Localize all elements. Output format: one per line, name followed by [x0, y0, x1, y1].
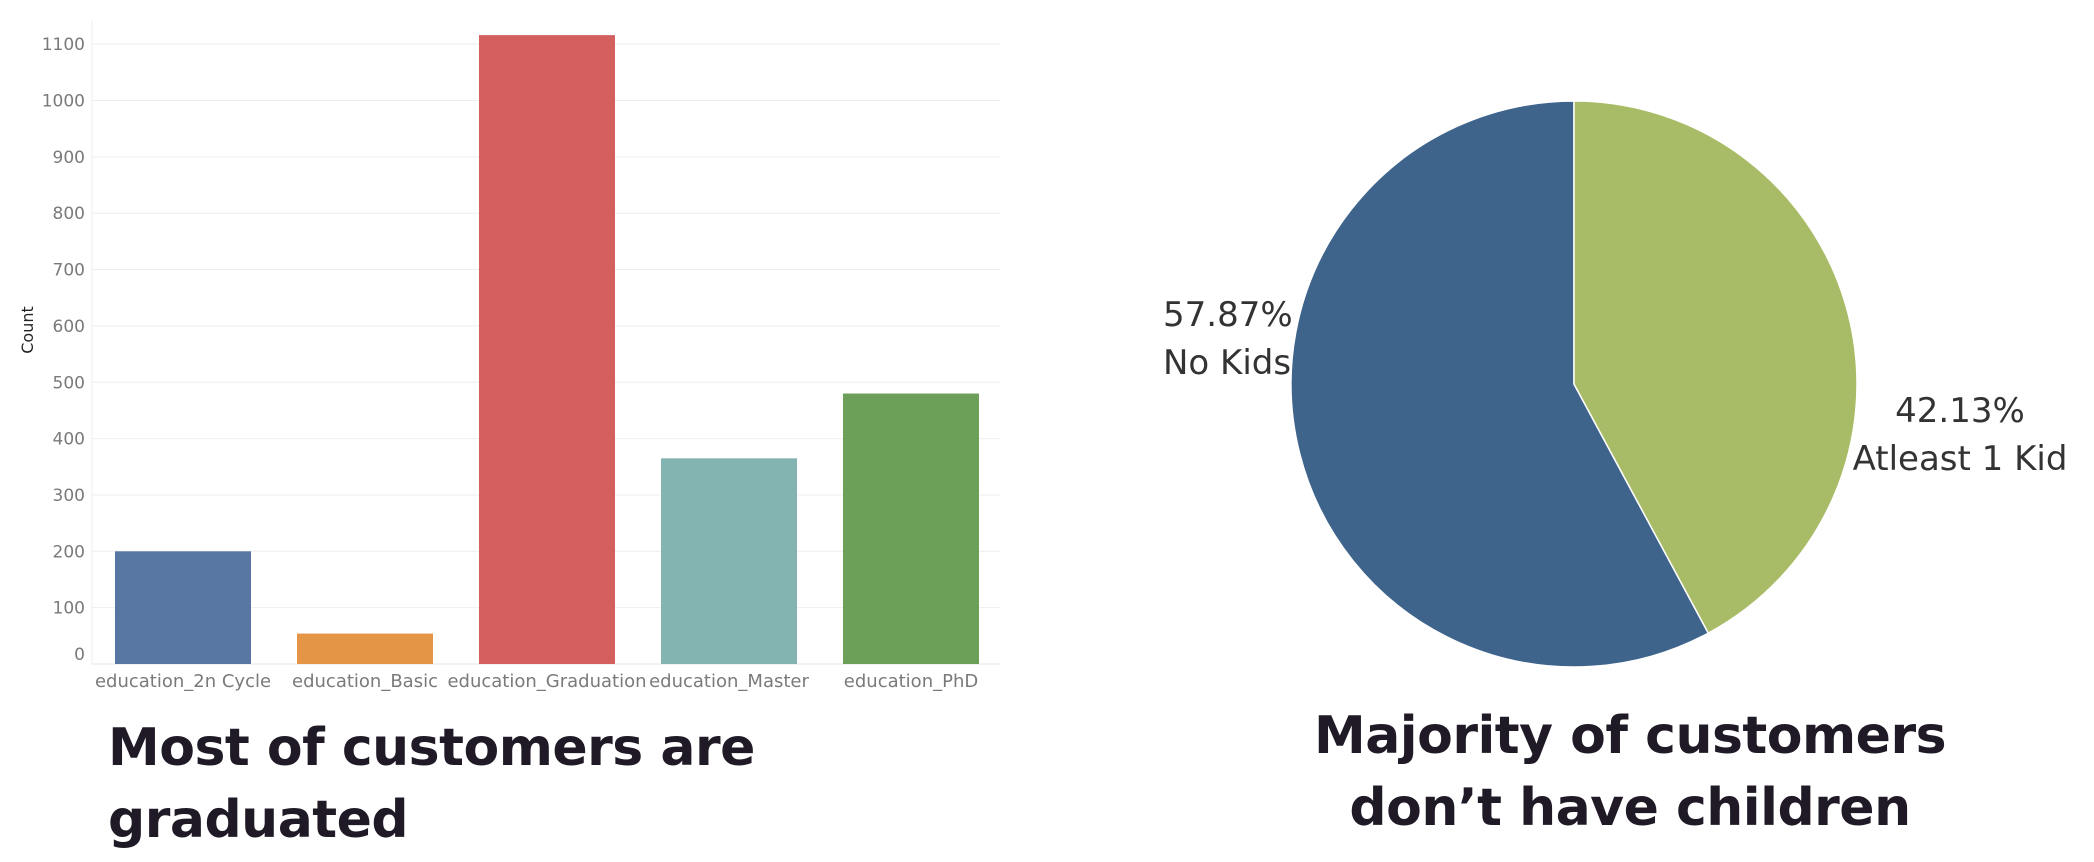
pie-label-no-kids: No Kids — [1163, 343, 1291, 383]
y-tick-label: 200 — [53, 542, 85, 562]
y-tick-label: 800 — [53, 204, 85, 224]
y-axis-ticks: 0 100 200 300 400 500 600 700 800 900 1000 1100 — [42, 35, 85, 665]
pie-chart-caption: Majority of customers don’t have childre… — [1313, 706, 1947, 838]
x-tick-label: education_Master — [649, 671, 809, 692]
y-axis-label: Count — [18, 306, 37, 354]
bar-education-graduation — [479, 35, 615, 665]
y-tick-label: 500 — [53, 373, 85, 393]
pie-label-no-kids-pct: 57.87% — [1163, 295, 1293, 335]
y-tick-label: 700 — [53, 261, 85, 281]
y-tick-label: 1100 — [42, 35, 85, 55]
y-tick-label: 900 — [53, 148, 85, 168]
bars — [115, 35, 979, 665]
x-tick-label: education_Basic — [292, 671, 438, 692]
pie-slice-no-kids — [1290, 100, 1710, 668]
x-tick-label: education_PhD — [844, 671, 978, 692]
y-tick-label: 1000 — [42, 92, 85, 112]
bar-education-master — [661, 458, 797, 664]
bar-education-basic — [297, 633, 433, 664]
y-tick-label: 0 — [74, 645, 85, 665]
pie-slices — [1290, 100, 1858, 668]
bar-education-2n-cycle — [115, 551, 251, 664]
pie-slice-atleast-1-kid — [1573, 100, 1858, 635]
bar-education-phd — [843, 393, 979, 664]
y-tick-label: 300 — [53, 486, 85, 506]
pie-chart: 57.87% No Kids 42.13% Atleast 1 Kid — [1163, 100, 2067, 668]
x-tick-label: education_2n Cycle — [95, 671, 271, 692]
bar-chart-caption: Most of customers are graduated — [108, 718, 755, 850]
x-tick-label: education_Graduation — [447, 671, 646, 692]
y-tick-label: 100 — [53, 599, 85, 619]
pie-label-kid: Atleast 1 Kid — [1853, 439, 2068, 479]
bar-chart: 0 100 200 300 400 500 600 700 800 900 1000 1100 edu… — [18, 20, 1000, 692]
pie-labels: 57.87% No Kids 42.13% Atleast 1 Kid — [1163, 295, 2067, 479]
pie-label-kid-pct: 42.13% — [1895, 391, 2025, 431]
x-axis-ticks: education_2n Cycle education_Basic educati… — [95, 671, 978, 692]
y-tick-label: 600 — [53, 317, 85, 337]
y-tick-label: 400 — [53, 430, 85, 450]
